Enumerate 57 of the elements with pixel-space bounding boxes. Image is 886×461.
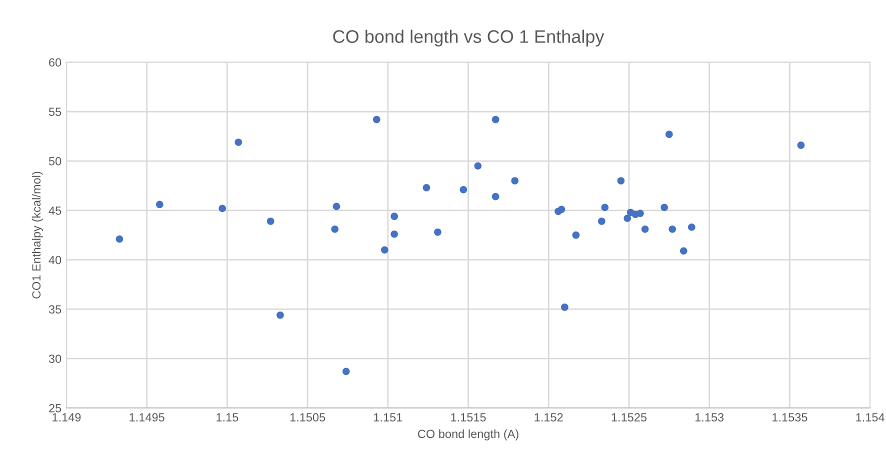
x-tick-label: 1.1535 [772,413,808,422]
x-tick-label: 1.151 [374,413,402,422]
point [116,235,124,243]
point [460,186,468,194]
y-tick-label: 40 [48,256,62,264]
point [641,226,649,233]
point [797,142,805,149]
x-tick-label: 1.1515 [451,413,486,422]
x-tick-label: 1.149 [52,413,81,422]
point [511,177,519,184]
x-tick-label: 1.154 [856,413,884,422]
point [688,224,696,231]
point [390,230,398,238]
x-tick-label: 1.1495 [130,413,164,422]
point [266,218,274,225]
point [572,231,580,239]
point [156,200,164,208]
x-tick-label: 1.1525 [612,413,647,422]
y-tick-label: 50 [48,157,62,166]
point [636,210,644,218]
point [390,212,398,220]
point [668,226,676,233]
point [561,304,568,311]
point [434,228,442,236]
point [234,138,242,146]
y-axis-title: CO1 Enthalpy (kcal/mol) [32,172,43,298]
point [422,184,430,192]
point [660,204,668,212]
point [558,206,566,214]
point [381,246,388,254]
point [342,368,350,376]
x-tick-label: 1.1505 [290,413,326,422]
point [617,177,625,184]
x-tick-label: 1.15 [216,413,238,422]
point [680,247,688,255]
point [665,130,673,138]
chart-title: CO bond length vs CO 1 Enthalpy [333,30,604,47]
y-tick-label: 45 [48,206,62,215]
point [331,226,339,233]
point [492,116,500,124]
y-tick-label: 25 [49,404,62,412]
point [492,192,500,200]
y-tick-label: 55 [48,108,62,116]
y-tick-label: 60 [49,58,62,67]
x-tick-label: 1.152 [534,413,563,422]
x-tick-label: 1.153 [695,413,724,422]
point [218,204,226,212]
point [601,204,609,212]
point [474,162,482,170]
point [624,214,632,222]
y-tick-label: 30 [48,354,62,363]
x-axis-title: CO bond length (A) [418,429,518,440]
point [598,218,606,225]
point [276,311,284,319]
point [372,116,380,124]
point [332,202,340,210]
y-tick-label: 35 [48,305,62,314]
